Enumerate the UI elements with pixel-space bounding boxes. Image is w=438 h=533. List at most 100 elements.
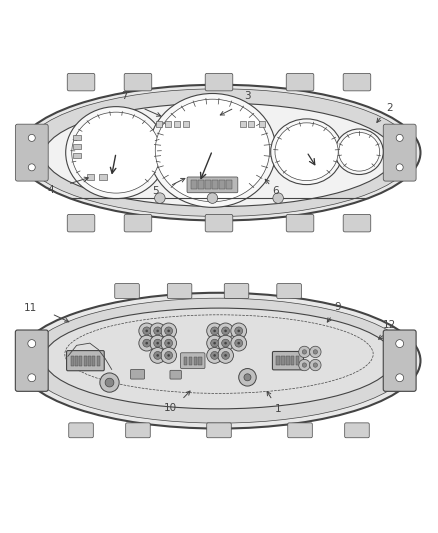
Circle shape xyxy=(213,329,216,332)
Circle shape xyxy=(165,351,173,359)
Bar xyxy=(99,174,107,180)
FancyBboxPatch shape xyxy=(187,177,238,193)
FancyBboxPatch shape xyxy=(15,330,48,391)
Circle shape xyxy=(154,327,162,335)
Circle shape xyxy=(302,350,307,354)
Circle shape xyxy=(313,363,318,367)
FancyBboxPatch shape xyxy=(115,284,139,298)
Bar xyxy=(174,121,180,127)
FancyBboxPatch shape xyxy=(286,214,314,232)
Ellipse shape xyxy=(18,85,420,221)
FancyBboxPatch shape xyxy=(124,214,152,232)
Bar xyxy=(79,356,82,366)
Circle shape xyxy=(207,335,223,351)
FancyBboxPatch shape xyxy=(67,351,104,371)
FancyBboxPatch shape xyxy=(286,74,314,91)
Text: 6: 6 xyxy=(272,186,279,196)
Text: 10: 10 xyxy=(164,402,177,413)
FancyBboxPatch shape xyxy=(15,124,48,181)
Circle shape xyxy=(207,193,218,204)
Circle shape xyxy=(143,339,151,347)
Circle shape xyxy=(167,342,170,344)
FancyBboxPatch shape xyxy=(124,74,152,91)
Bar xyxy=(73,135,81,140)
Circle shape xyxy=(224,354,227,357)
Circle shape xyxy=(310,346,321,358)
FancyBboxPatch shape xyxy=(224,284,249,298)
Circle shape xyxy=(161,323,177,339)
FancyBboxPatch shape xyxy=(170,370,181,379)
Circle shape xyxy=(218,323,233,339)
Circle shape xyxy=(28,134,35,141)
Circle shape xyxy=(156,329,159,332)
Bar xyxy=(84,356,87,366)
Text: 7: 7 xyxy=(121,91,128,101)
Circle shape xyxy=(222,327,230,335)
Circle shape xyxy=(150,335,166,351)
Circle shape xyxy=(211,339,219,347)
Text: 2: 2 xyxy=(386,103,393,113)
Circle shape xyxy=(302,363,307,367)
Circle shape xyxy=(139,335,155,351)
FancyBboxPatch shape xyxy=(207,423,231,438)
Circle shape xyxy=(237,329,240,332)
Circle shape xyxy=(273,193,283,204)
Bar xyxy=(87,174,95,180)
Circle shape xyxy=(299,346,310,358)
Ellipse shape xyxy=(66,107,166,199)
FancyBboxPatch shape xyxy=(126,423,150,438)
Circle shape xyxy=(218,348,233,364)
Bar xyxy=(97,356,100,366)
Circle shape xyxy=(207,348,223,364)
Circle shape xyxy=(154,351,162,359)
Ellipse shape xyxy=(149,93,276,207)
Circle shape xyxy=(145,329,148,332)
Bar xyxy=(205,180,211,189)
Circle shape xyxy=(150,348,166,364)
Circle shape xyxy=(310,359,321,371)
Ellipse shape xyxy=(25,298,413,423)
Circle shape xyxy=(231,335,247,351)
FancyBboxPatch shape xyxy=(131,369,145,379)
Circle shape xyxy=(156,354,159,357)
FancyBboxPatch shape xyxy=(272,351,304,370)
Circle shape xyxy=(150,323,166,339)
Bar xyxy=(75,356,78,366)
Circle shape xyxy=(313,350,318,354)
Circle shape xyxy=(222,351,230,359)
Circle shape xyxy=(143,327,151,335)
Bar xyxy=(184,357,187,365)
Bar xyxy=(226,180,232,189)
Bar xyxy=(165,121,171,127)
Ellipse shape xyxy=(271,119,343,184)
Bar xyxy=(212,180,218,189)
Text: 1: 1 xyxy=(275,404,282,414)
Bar xyxy=(219,180,225,189)
Circle shape xyxy=(154,339,162,347)
Circle shape xyxy=(222,339,230,347)
Text: 12: 12 xyxy=(383,320,396,330)
Bar xyxy=(259,121,265,127)
Ellipse shape xyxy=(155,99,269,201)
Circle shape xyxy=(207,323,223,339)
FancyBboxPatch shape xyxy=(343,74,371,91)
Bar xyxy=(88,356,91,366)
FancyBboxPatch shape xyxy=(180,353,205,368)
Circle shape xyxy=(235,327,243,335)
Circle shape xyxy=(396,340,404,348)
Bar xyxy=(92,356,95,366)
Text: 11: 11 xyxy=(24,303,37,313)
Ellipse shape xyxy=(72,112,160,193)
Circle shape xyxy=(165,327,173,335)
Circle shape xyxy=(218,335,233,351)
Ellipse shape xyxy=(44,103,394,206)
FancyBboxPatch shape xyxy=(383,330,416,391)
Circle shape xyxy=(28,164,35,171)
Text: 9: 9 xyxy=(334,302,341,312)
Circle shape xyxy=(165,339,173,347)
Circle shape xyxy=(100,373,119,392)
FancyBboxPatch shape xyxy=(277,284,301,298)
Ellipse shape xyxy=(339,132,380,171)
Bar xyxy=(183,121,189,127)
FancyBboxPatch shape xyxy=(343,214,371,232)
